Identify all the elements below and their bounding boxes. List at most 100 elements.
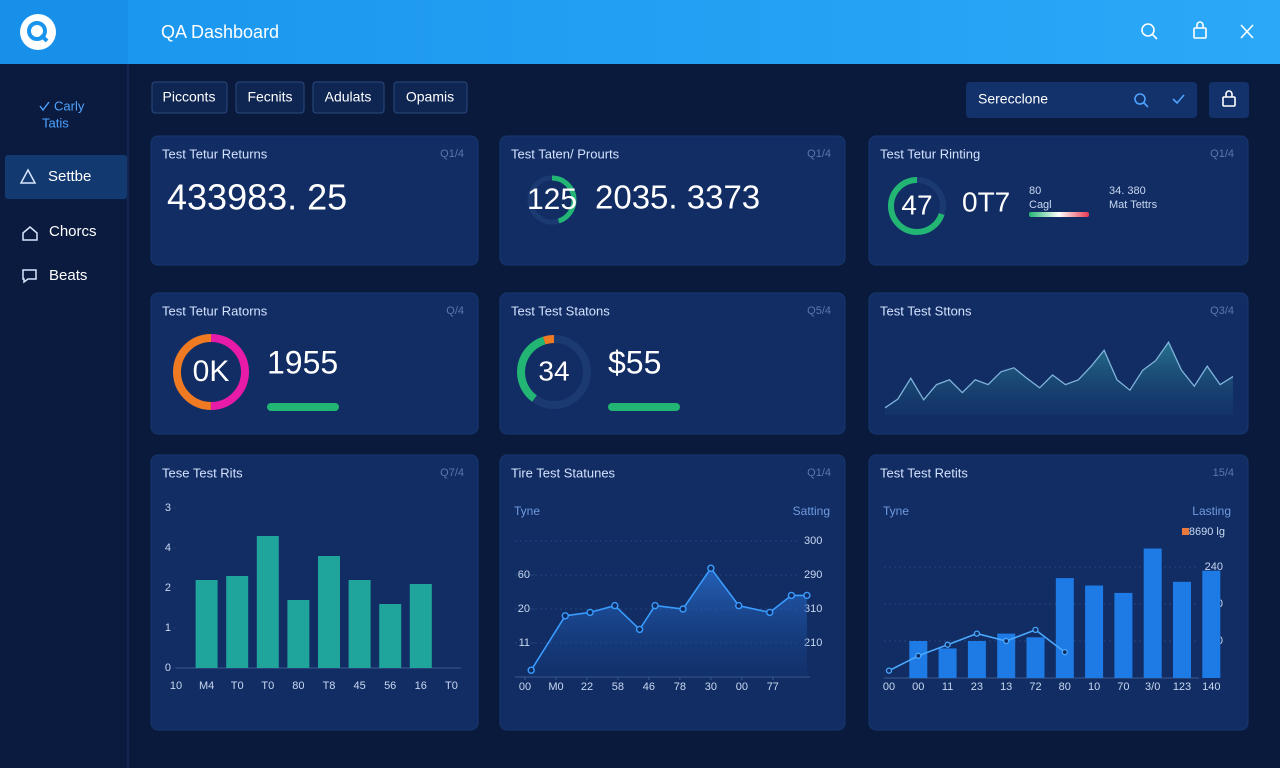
kpi-value: 0T7 — [962, 186, 1010, 217]
card-title: Test Test Statons — [511, 303, 610, 318]
gauge-arc — [517, 335, 591, 409]
logo-area — [0, 0, 128, 64]
card-title: Tese Test Rits — [162, 465, 243, 480]
gauge-value: 47 — [901, 189, 932, 220]
search-icon[interactable] — [1141, 23, 1158, 40]
bar — [1143, 548, 1162, 678]
confirm-button[interactable] — [1172, 94, 1185, 105]
card-bg — [150, 135, 479, 266]
card-tag: 15/4 — [1213, 467, 1234, 479]
app-title: QA Dashboard — [161, 22, 279, 42]
bar — [997, 633, 1016, 678]
line-point — [915, 652, 922, 659]
card-bg — [499, 292, 846, 435]
tab[interactable] — [235, 81, 305, 114]
y-tick-label: 2 — [165, 582, 171, 594]
card: Tire Test Statunes Q1/4 Tyne Satting 2103102… — [499, 454, 846, 731]
card-tag: Q1/4 — [807, 148, 831, 160]
search-box[interactable] — [966, 82, 1197, 118]
kpi-value: $55 — [608, 344, 661, 380]
x-tick-label: 22 — [581, 681, 593, 693]
bar — [379, 604, 402, 668]
bar — [1173, 581, 1191, 678]
nav-active — [5, 155, 127, 199]
card-bg — [868, 135, 1249, 266]
card-title: Test Taten/ Prourts — [511, 146, 620, 161]
logo[interactable] — [20, 14, 56, 50]
kpi-value: 1955 — [267, 344, 338, 380]
x-tick-label: 58 — [612, 681, 624, 693]
note: Mat Tettrs — [1109, 199, 1158, 211]
card-tag: Q7/4 — [440, 467, 464, 479]
legend-label: 8690 lg — [1189, 526, 1225, 538]
kpi-value: 433983. 25 — [167, 177, 347, 218]
y2-tick-label: 310 — [804, 603, 822, 615]
line-point — [1032, 626, 1039, 634]
tab[interactable] — [151, 81, 228, 114]
x-tick-label: 72 — [1029, 681, 1041, 693]
tab-label[interactable]: Fecnits — [247, 89, 292, 105]
card-title: Tire Test Statunes — [511, 465, 616, 480]
line-point — [1003, 637, 1010, 645]
nav-item[interactable]: Settbe — [48, 168, 91, 185]
gauge-arc — [888, 177, 946, 235]
lock-icon[interactable] — [1193, 21, 1207, 39]
line-point — [527, 666, 535, 674]
card-bg — [499, 135, 846, 266]
nav-item[interactable]: Beats — [49, 267, 87, 284]
gauge-arc — [517, 335, 591, 409]
bar — [967, 641, 986, 678]
axis-label: Tyne — [883, 504, 909, 518]
bar — [195, 580, 218, 668]
nav-icon — [19, 168, 37, 184]
y2-tick-label: 240 — [1205, 561, 1223, 573]
tools-icon[interactable] — [1240, 24, 1254, 39]
x-tick-label: 3/0 — [1145, 681, 1160, 693]
card-tag: Q3/4 — [1210, 305, 1234, 317]
line-area — [531, 568, 807, 677]
card: Test Tetur Rinting Q1/4 47 0T7 80 Cagl 34. 380… — [868, 135, 1249, 266]
search-button[interactable] — [1134, 93, 1149, 108]
bar — [287, 600, 310, 668]
bar — [1055, 578, 1074, 678]
bar — [348, 580, 371, 668]
gauge-arc — [527, 175, 577, 225]
check-icon — [39, 101, 50, 112]
y-tick-label: 4 — [165, 542, 171, 554]
tab[interactable] — [312, 81, 385, 114]
card-tag: Q1/4 — [807, 467, 831, 479]
y2-tick-label: 210 — [804, 637, 822, 649]
bar — [256, 536, 279, 668]
x-tick-label: 70 — [1117, 681, 1129, 693]
x-tick-label: 10 — [170, 680, 182, 692]
x-tick-label: M0 — [548, 681, 563, 693]
tab[interactable] — [393, 81, 468, 114]
line-point — [735, 601, 743, 610]
line-point — [803, 591, 811, 600]
user-sub: Tatis — [42, 115, 69, 130]
tab-label[interactable]: Adulats — [325, 89, 372, 105]
y-tick-label: 0 — [165, 662, 171, 674]
nav-item[interactable]: Chorcs — [49, 223, 97, 240]
card: Test Tetur Returns Q1/4 433983. 25 — [150, 135, 479, 266]
card-title: Test Tetur Rinting — [880, 146, 980, 161]
lock-button[interactable] — [1209, 82, 1249, 118]
legend-swatch — [1182, 528, 1189, 535]
line-point — [885, 667, 893, 674]
x-tick-label: 00 — [736, 681, 748, 693]
user-name: Carly — [54, 98, 85, 113]
x-tick-label: 16 — [415, 680, 427, 692]
x-tick-label: 78 — [674, 681, 686, 693]
tab-label[interactable]: Picconts — [163, 89, 216, 105]
x-tick-label: 00 — [883, 681, 895, 693]
nav-icon — [22, 269, 37, 284]
x-tick-label: 46 — [643, 681, 655, 693]
x-tick-label: T0 — [445, 680, 458, 692]
search-placeholder[interactable]: Serecclone — [978, 91, 1048, 107]
y-tick-label: 11 — [519, 637, 530, 649]
tab-label[interactable]: Opamis — [406, 89, 454, 105]
gauge-arc — [173, 334, 249, 410]
